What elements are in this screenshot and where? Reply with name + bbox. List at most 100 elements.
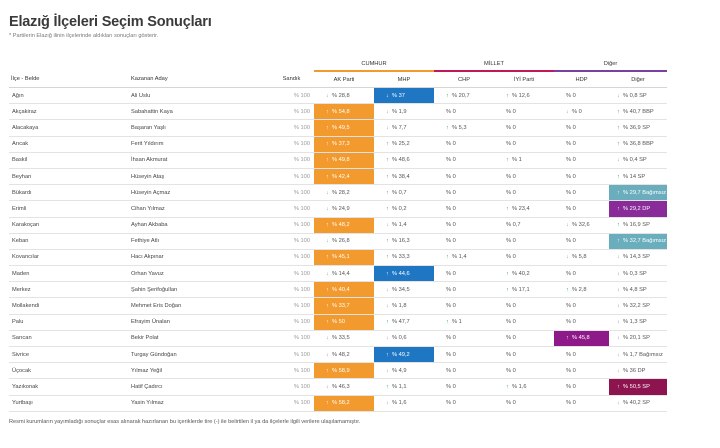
arrow-down-icon: ↓ <box>386 367 389 374</box>
district-cell: Palu <box>9 314 129 331</box>
iyi-value-cell: ↑% 1 <box>494 152 555 169</box>
mhp-value-cell: ↑% 38,4 <box>374 168 434 186</box>
col-header-winner: Kazanan Aday <box>129 71 269 88</box>
table-row[interactable]: Sarıcan Bekir Polat% 100 ↓% 33,5 ↓% 0,6% 0%… <box>9 330 668 348</box>
diger-value: % 14 SP <box>623 173 646 180</box>
hdp-value: % 0 <box>566 124 576 131</box>
mhp-value: % 7,7 <box>392 124 407 131</box>
table-row[interactable]: Beyhan Hüseyin Ataş% 100 ↑% 42,4 ↑% 38,4% 0… <box>9 168 668 186</box>
arrow-up-icon: ↑ <box>446 319 449 326</box>
mhp-value-cell: ↓% 1,6 <box>374 395 434 412</box>
diger-value: % 50,5 SP <box>623 383 650 390</box>
akparti-value-cell: ↑% 48,2 <box>314 217 374 234</box>
table-row[interactable]: Merkez Şahin Şerifoğulları% 100 ↑% 40,4 ↓% … <box>9 281 668 299</box>
mhp-value-cell: ↑% 44,6 <box>374 265 434 283</box>
akparti-value-cell: ↑% 37,3 <box>314 136 374 153</box>
iyi-value-cell: % 0 <box>494 136 555 153</box>
mhp-value-cell: ↓% 1,4 <box>374 217 434 234</box>
chp-value: % 0 <box>446 351 456 358</box>
iyi-value: % 0,7 <box>506 222 521 229</box>
diger-value-cell: ↑% 14 SP <box>609 168 668 186</box>
diger-value-cell: ↑% 40,7 BBP <box>609 103 668 121</box>
akparti-value-cell: ↓% 46,3 <box>314 378 374 396</box>
winner-cell: Ayhan Akbaba <box>129 217 269 234</box>
iyi-value: % 0 <box>506 319 516 326</box>
diger-value: % 36 DP <box>623 367 646 374</box>
arrow-down-icon: ↓ <box>617 303 620 310</box>
table-row[interactable]: Kovancılar Hacı Akpınar% 100 ↑% 45,1 ↑% 33,… <box>9 249 668 267</box>
hdp-value: % 0 <box>566 238 576 245</box>
table-row[interactable]: Yurtbaşı Yasin Yılmaz% 100 ↑% 58,2 ↓% 1,6% … <box>9 395 668 412</box>
akparti-value: % 26,8 <box>332 238 350 245</box>
arrow-up-icon: ↑ <box>386 254 389 261</box>
table-row[interactable]: Sivrice Turgay Gündoğan% 100 ↓% 48,2 ↑% 49,… <box>9 346 668 364</box>
winner-cell: Fethiye Atlı <box>129 233 269 250</box>
table-row[interactable]: Üçocak Yılmaz Yeğil% 100 ↑% 58,9 ↓% 4,9% 0%… <box>9 362 668 380</box>
col-header-hdp: HDP <box>554 71 610 88</box>
arrow-up-icon: ↑ <box>566 286 569 293</box>
winner-cell: Ferit Yıldırım <box>129 136 269 153</box>
chp-value-cell: % 0 <box>434 346 494 364</box>
arrow-down-icon: ↓ <box>326 92 329 99</box>
chp-value: % 20,7 <box>452 92 470 99</box>
arrow-down-icon: ↓ <box>326 351 329 358</box>
table-row[interactable]: Karakoçan Ayhan Akbaba% 100 ↑% 48,2 ↓% 1,4%… <box>9 217 668 234</box>
ballot-cell: % 100 <box>269 346 314 364</box>
table-row[interactable]: Palu Efrayim Ünalan% 100 ↑% 50 ↑% 47,7 ↑% 1%… <box>9 314 668 331</box>
arrow-down-icon: ↓ <box>326 335 329 342</box>
akparti-value: % 54,8 <box>332 108 350 115</box>
table-row[interactable]: Keban Fethiye Atlı% 100 ↓% 26,8 ↑% 16,3% 0%… <box>9 233 668 250</box>
district-cell: Alacakaya <box>9 119 129 137</box>
arrow-up-icon: ↑ <box>446 124 449 131</box>
chp-value: % 0 <box>446 141 456 148</box>
table-row[interactable]: Akçakiraz Sabahattin Kaya% 100 ↑% 54,8 ↓% 1… <box>9 103 668 121</box>
mhp-value: % 25,2 <box>392 141 410 148</box>
arrow-up-icon: ↑ <box>617 205 620 212</box>
diger-value-cell: ↑% 29,2 DP <box>609 200 668 218</box>
district-cell: Üçocak <box>9 362 129 380</box>
arrow-up-icon: ↑ <box>386 351 389 358</box>
winner-cell: Başaran Yaşlı <box>129 119 269 137</box>
akparti-value-cell: ↓% 14,4 <box>314 265 374 283</box>
mhp-value: % 0,6 <box>392 335 407 342</box>
ballot-cell: % 100 <box>269 200 314 218</box>
hdp-value-cell: % 0 <box>554 378 610 396</box>
arrow-up-icon: ↑ <box>506 157 509 164</box>
diger-value: % 40,2 SP <box>623 400 650 407</box>
district-cell: Maden <box>9 265 129 283</box>
table-row[interactable]: Bükardı Hüseyin Açmaz% 100 ↓% 28,2 ↑% 0,7% … <box>9 184 668 202</box>
arrow-up-icon: ↑ <box>386 270 389 277</box>
chp-value-cell: ↑% 5,3 <box>434 119 494 137</box>
hdp-value: % 0 <box>566 351 576 358</box>
iyi-value-cell: % 0,7 <box>494 217 555 234</box>
iyi-value: % 0 <box>506 351 516 358</box>
ballot-cell: % 100 <box>269 330 314 348</box>
table-row[interactable]: Mollakendi Mehmet Eris Doğan% 100 ↑% 33,7 ↓… <box>9 297 668 315</box>
arrow-up-icon: ↑ <box>617 383 620 390</box>
district-cell: Arıcak <box>9 136 129 153</box>
arrow-up-icon: ↑ <box>617 141 620 148</box>
table-row[interactable]: Ağın Ali Uslu% 100 ↓% 28,8 ↓% 37 ↑% 20,7 ↑% 1… <box>9 87 668 105</box>
district-cell: Mollakendi <box>9 297 129 315</box>
iyi-value-cell: ↑% 17,1 <box>494 281 555 299</box>
arrow-down-icon: ↓ <box>617 351 620 358</box>
table-row[interactable]: Maden Orhan Yavuz% 100 ↓% 14,4 ↑% 44,6% 0 ↑%… <box>9 265 668 283</box>
iyi-value-cell: % 0 <box>494 362 555 380</box>
winner-cell: Efrayim Ünalan <box>129 314 269 331</box>
table-row[interactable]: Baskil İhsan Akmurat% 100 ↑% 49,8 ↑% 48,6% … <box>9 152 668 169</box>
diger-value-cell: ↓% 4,8 SP <box>609 281 668 299</box>
district-cell: Erimli <box>9 200 129 218</box>
arrow-up-icon: ↑ <box>326 141 329 148</box>
col-header-district: İlçe - Belde <box>9 71 129 88</box>
arrow-up-icon: ↑ <box>617 108 620 115</box>
arrow-up-icon: ↑ <box>617 222 620 229</box>
chp-value: % 0 <box>446 335 456 342</box>
arrow-up-icon: ↑ <box>506 92 509 99</box>
table-row[interactable]: Erimli Cihan Yılmaz% 100 ↓% 24,9 ↑% 0,2% 0 ↑… <box>9 200 668 218</box>
table-row[interactable]: Alacakaya Başaran Yaşlı% 100 ↑% 49,5 ↓% 7,7… <box>9 119 668 137</box>
district-cell: Baskil <box>9 152 129 169</box>
diger-value-cell: ↓% 32,2 SP <box>609 297 668 315</box>
table-row[interactable]: Yazıkonak Hatif Çadırcı% 100 ↓% 46,3 ↑% 1,1… <box>9 378 668 396</box>
table-row[interactable]: Arıcak Ferit Yıldırım% 100 ↑% 37,3 ↑% 25,2%… <box>9 136 668 153</box>
